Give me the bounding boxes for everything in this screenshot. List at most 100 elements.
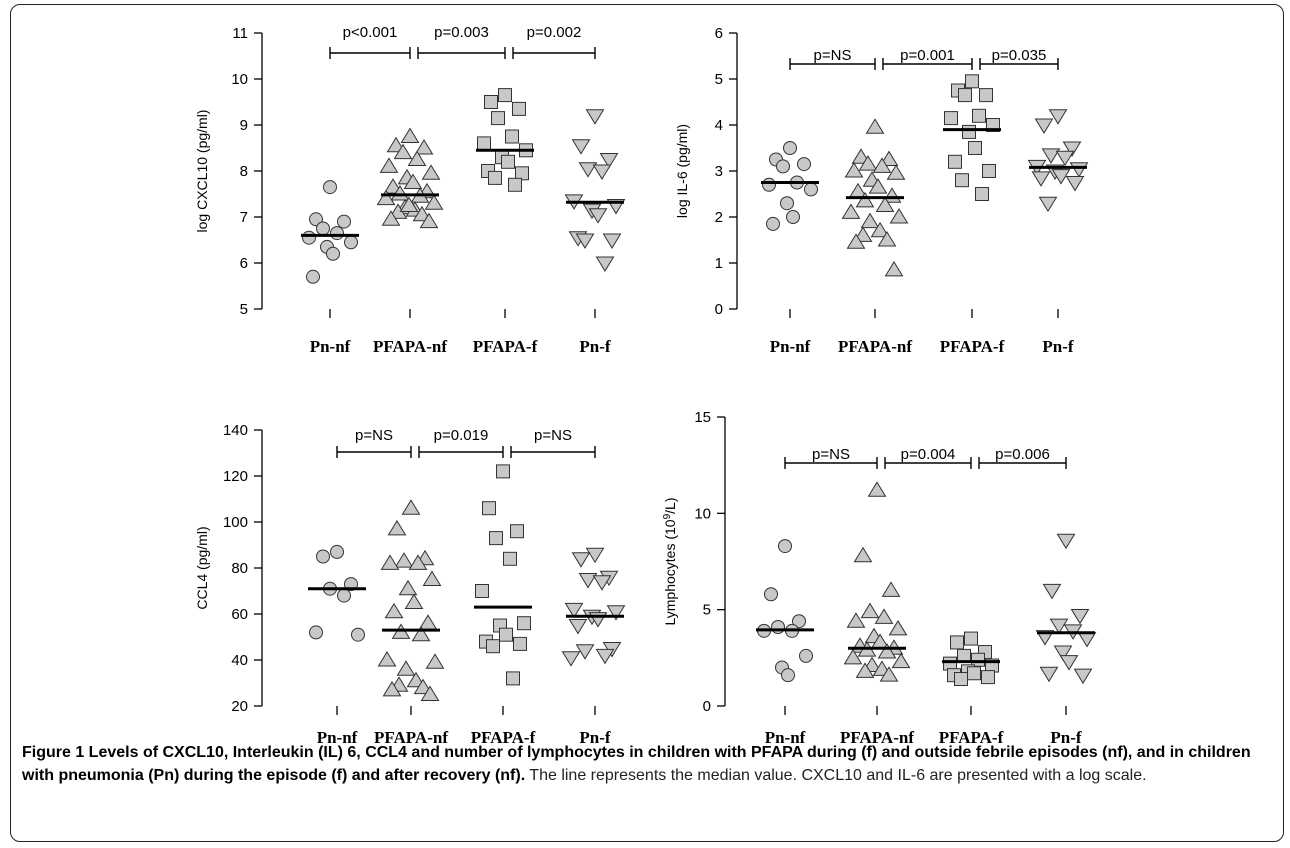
y-axis-label: Lymphocytes (109/L) [662,498,679,626]
data-point-triangle-up [380,554,400,570]
p-value-label: p=0.019 [434,427,489,444]
comparison-bracket [784,457,878,469]
data-point-circle [326,246,340,261]
y-tick-label: 60 [231,606,248,623]
data-point-square [962,124,976,139]
data-point-triangle-up [418,614,438,630]
data-point-triangle-down [1056,533,1076,550]
data-point-triangle-down [1031,171,1051,187]
data-point-triangle-down [571,139,591,155]
p-value-label: p=0.001 [900,47,955,64]
data-point-circle [771,620,785,635]
data-point-triangle-down [1069,162,1089,178]
x-tick-label: Pn-f [579,337,611,356]
p-value-label: p=NS [814,47,852,64]
comparison-bracket [417,47,506,59]
comparison-bracket [329,47,411,59]
data-point-triangle-down [1051,169,1071,185]
data-point-triangle-up [399,196,419,212]
data-point-triangle-down [1059,655,1079,671]
y-tick-label: 2 [715,209,723,226]
y-tick-label: 40 [231,652,248,669]
x-tick-label: PFAPA-nf [840,728,914,747]
data-point-triangle-down [606,605,626,621]
data-point-triangle-up [846,612,866,628]
data-point-circle [766,216,780,231]
data-point-square [499,627,513,642]
y-tick-label: 6 [240,255,248,272]
x-tick-label: Pn-nf [770,337,811,356]
data-point-triangle-down [564,602,584,619]
data-point-square [968,141,982,155]
x-tick-label: PFAPA-f [940,337,1005,356]
y-tick-label: 140 [223,422,248,439]
data-point-circle [762,177,776,192]
data-point-square [477,136,491,151]
data-point-triangle-up [384,602,404,619]
data-point-square [948,154,962,169]
y-tick-label: 5 [240,301,248,318]
data-point-triangle-up [422,570,442,586]
data-point-triangle-down [1041,148,1061,164]
y-tick-label: 3 [715,163,723,180]
data-point-triangle-down [595,648,615,665]
data-point-square [482,501,496,516]
data-point-circle [804,182,818,197]
p-value-label: p<0.001 [343,24,398,41]
data-point-circle [776,159,790,174]
data-point-square [979,88,993,103]
data-point-circle [792,614,806,629]
data-point-triangle-down [1034,118,1054,134]
data-point-circle [309,212,323,227]
y-tick-label: 8 [240,163,248,180]
data-point-triangle-up [875,196,895,212]
comparison-bracket [336,446,412,458]
data-point-square [965,74,979,89]
data-point-square [971,652,985,667]
figure-frame [10,4,1284,842]
data-point-circle [780,196,794,211]
p-value-label: p=0.004 [901,446,956,463]
data-point-square [517,616,531,631]
data-point-circle [778,539,792,554]
p-value-label: p=NS [812,446,850,463]
x-tick-label: Pn-nf [317,728,358,747]
figure-caption: Figure 1 Levels of CXCL10, Interleukin (… [22,741,1272,787]
y-tick-label: 15 [694,409,711,426]
x-tick-label: Pn-nf [310,337,351,356]
data-point-square [486,639,500,654]
data-point-triangle-up [870,221,890,238]
x-tick-label: Pn-nf [765,728,806,747]
y-axis-label: log IL-6 (pg/ml) [674,124,690,218]
x-tick-label: PFAPA-f [473,337,538,356]
p-value-label: p=0.003 [434,24,489,41]
data-point-triangle-down [599,153,619,169]
data-point-triangle-up [420,685,440,701]
data-point-triangle-down [1065,176,1085,192]
x-tick-label: PFAPA-nf [838,337,912,356]
data-point-triangle-down [1073,668,1093,685]
x-tick-label: PFAPA-nf [373,337,447,356]
data-point-triangle-up [377,651,397,667]
y-tick-label: 7 [240,209,248,226]
data-point-circle [783,141,797,155]
data-point-triangle-up [846,233,866,249]
data-point-triangle-up [424,194,444,210]
caption-title: Figure 1 Levels of CXCL10, Interleukin (… [22,744,1251,784]
x-tick-label: Pn-f [579,728,611,747]
x-tick-label: PFAPA-f [939,728,1004,747]
data-point-triangle-up [398,579,418,596]
chart-ccl4: 20 40 60 80 100 120 140 CCL4 (pg/ml) Pn-nf PFAPA-… [194,422,626,747]
data-point-triangle-down [588,208,608,224]
data-point-triangle-up [390,185,410,201]
data-point-triangle-up [877,643,897,659]
data-point-circle [306,269,320,284]
data-point-triangle-up [400,127,420,143]
data-point-triangle-down [1070,608,1090,625]
data-point-square [964,631,978,646]
data-point-triangle-up [886,164,906,180]
data-point-square [958,88,972,103]
data-point-triangle-down [1077,632,1097,648]
data-point-triangle-up [884,260,904,277]
data-point-circle [337,588,351,603]
